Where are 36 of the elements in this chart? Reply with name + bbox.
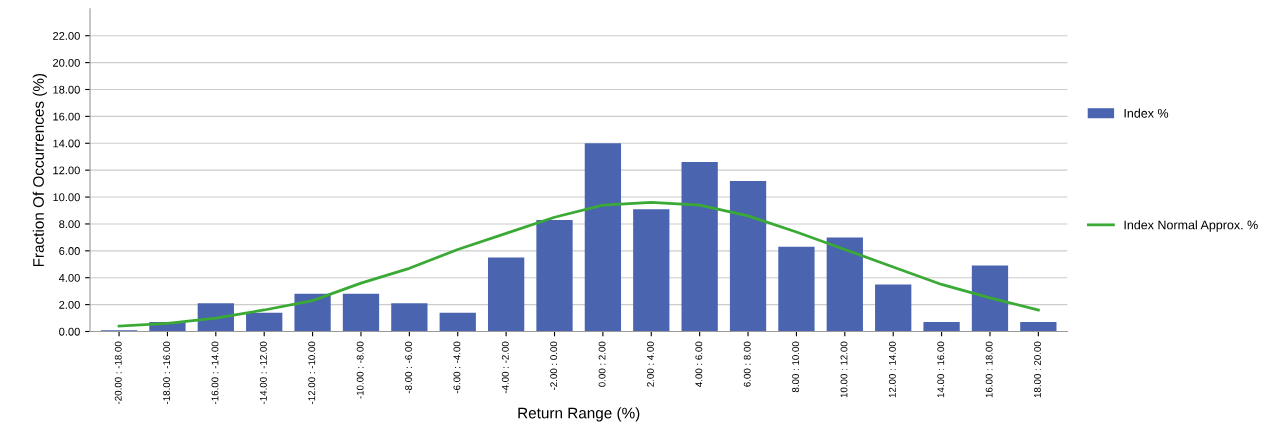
x-tick-label: 14.00 : 16.00 bbox=[937, 341, 945, 398]
x-tick-label: -2.00 : 0.00 bbox=[550, 341, 558, 390]
y-tick-label: 12.00 bbox=[53, 166, 80, 175]
y-tick-label: 18.00 bbox=[53, 85, 80, 94]
x-tick-label: 10.00 : 12.00 bbox=[840, 341, 848, 398]
x-tick-label: -18.00 : -16.00 bbox=[163, 341, 171, 405]
x-tick-label: -12.00 : -10.00 bbox=[308, 341, 316, 405]
legend-label: Index Normal Approx. % bbox=[1124, 220, 1258, 232]
x-tick-label: -14.00 : -12.00 bbox=[259, 341, 267, 405]
x-tick-label: 2.00 : 4.00 bbox=[647, 341, 654, 387]
y-tick-label: 4.00 bbox=[58, 273, 80, 282]
x-tick-label: 8.00 : 10.00 bbox=[792, 341, 800, 393]
y-tick-label: 2.00 bbox=[59, 300, 80, 309]
x-tick-label: 4.00 : 6.00 bbox=[695, 341, 703, 387]
y-tick-label: 22.00 bbox=[53, 32, 80, 40]
x-tick-label: 6.00 : 8.00 bbox=[743, 341, 751, 387]
y-tick-label: 20.00 bbox=[53, 58, 80, 67]
x-tick-label: -4.00 : -2.00 bbox=[501, 341, 509, 394]
x-tick-label: -10.00 : -8.00 bbox=[356, 341, 364, 399]
x-tick-label: -16.00 : -14.00 bbox=[211, 341, 219, 405]
x-axis-title: Return Range (%) bbox=[518, 407, 640, 422]
x-tick-label: 12.00 : 14.00 bbox=[888, 341, 896, 398]
x-tick-label: -8.00 : -6.00 bbox=[405, 341, 412, 394]
y-tick-label: 10.00 bbox=[53, 193, 80, 202]
x-tick-label: -6.00 : -4.00 bbox=[453, 341, 461, 394]
y-tick-label: 0.00 bbox=[59, 327, 80, 336]
y-tick-label: 8.00 bbox=[59, 220, 80, 229]
legend-label: Index % bbox=[1124, 108, 1169, 118]
x-tick-label: -20.00 : -18.00 bbox=[114, 341, 122, 405]
x-tick-label: 16.00 : 18.00 bbox=[985, 341, 993, 398]
x-tick-label: 18.00 : 20.00 bbox=[1034, 341, 1041, 398]
y-tick-label: 16.00 bbox=[53, 112, 80, 121]
y-tick-label: 6.00 bbox=[59, 247, 80, 255]
y-axis-title: Fraction Of Occurrences (%) bbox=[32, 73, 47, 267]
y-tick-label: 14.00 bbox=[53, 139, 80, 148]
x-tick-label: 0.00 : 2.00 bbox=[598, 341, 606, 387]
